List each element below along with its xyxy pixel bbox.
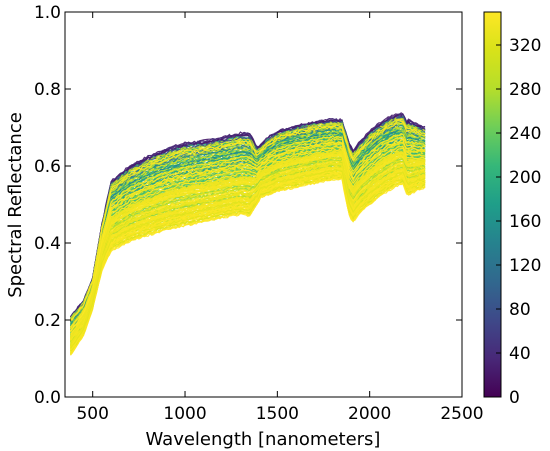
spectrum-line — [70, 127, 426, 325]
spectrum-line — [69, 154, 426, 341]
x-tick-label: 2500 — [440, 404, 483, 424]
y-axis: 0.0 0.2 0.4 0.6 0.8 1.0 — [34, 3, 462, 408]
colorbar-ticks: 0 40 80 120 160 200 240 280 320 — [496, 36, 541, 408]
colorbar-gradient — [483, 11, 502, 398]
colorbar-tick-label: 280 — [509, 80, 541, 100]
plot-frame — [64, 11, 463, 398]
spectrum-line — [70, 119, 426, 321]
x-tick-label: 500 — [76, 404, 108, 424]
spectrum-line — [69, 131, 426, 328]
spectrum-line — [70, 173, 426, 352]
y-axis-label: Spectral Reflectance — [5, 112, 26, 298]
colorbar-tick-label: 200 — [509, 168, 541, 188]
colorbar-tick-label: 40 — [509, 344, 531, 364]
spectrum-line — [69, 159, 426, 344]
spectrum-line — [69, 136, 426, 330]
x-axis-label: Wavelength [nanometers] — [146, 429, 381, 450]
y-tick-label: 0.8 — [34, 80, 61, 100]
y-tick-label: 0.4 — [34, 234, 61, 254]
spectrum-line — [70, 149, 426, 338]
spectrum-line — [70, 172, 426, 351]
spectrum-line — [70, 119, 426, 321]
colorbar-tick-label: 240 — [509, 124, 541, 144]
spectrum-line — [69, 147, 426, 336]
spectrum-line — [70, 177, 426, 355]
colorbar-tick-label: 120 — [509, 256, 541, 276]
x-axis: 500 1000 1500 2000 2500 — [76, 12, 484, 424]
spectrum-line — [70, 145, 426, 335]
y-tick-label: 1.0 — [34, 3, 61, 23]
spectrum-line — [69, 133, 426, 329]
spectrum-line — [69, 165, 426, 349]
spectrum-line — [69, 170, 426, 350]
colorbar-tick-label: 0 — [509, 388, 520, 408]
colorbar-tick-label: 80 — [509, 300, 531, 320]
x-tick-label: 1500 — [256, 404, 299, 424]
y-tick-label: 0.2 — [34, 311, 61, 331]
spectrum-line — [69, 163, 426, 347]
spectrum-line — [69, 138, 426, 332]
y-tick-label: 0.6 — [34, 157, 61, 177]
y-tick-label: 0.0 — [34, 388, 61, 408]
spectrum-line — [69, 168, 426, 349]
x-tick-label: 2000 — [348, 404, 391, 424]
spectrum-line — [70, 154, 426, 341]
colorbar: 0 40 80 120 160 200 240 280 320 — [483, 11, 541, 408]
x-tick-label: 1000 — [163, 404, 206, 424]
spectrum-line — [70, 151, 426, 339]
colorbar-tick-label: 320 — [509, 36, 541, 56]
spectral-lines — [69, 112, 426, 356]
colorbar-tick-label: 160 — [509, 212, 541, 232]
spectrum-line — [69, 129, 426, 327]
spectrum-line — [70, 142, 426, 333]
